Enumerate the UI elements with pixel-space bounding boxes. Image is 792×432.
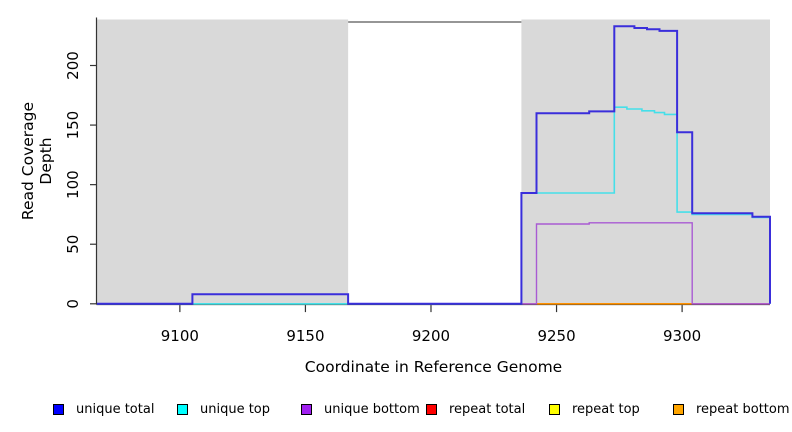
series-unique-bottom: [97, 222, 770, 305]
y-tick-label: 100: [64, 170, 82, 199]
legend-item-unique-top: unique top: [177, 400, 270, 418]
legend-item-repeat-total: repeat total: [426, 400, 525, 418]
x-tick-label: 9150: [286, 327, 324, 345]
series-unique-total: [97, 25, 771, 305]
legend: unique total unique top unique bottom re…: [0, 400, 792, 420]
x-tick-label: 9250: [537, 327, 575, 345]
x-tick-label: 9100: [161, 327, 199, 345]
repeat-top-swatch: [549, 403, 560, 415]
y-tick-label: 0: [64, 299, 82, 309]
y-axis-label: Read Coverage Depth: [19, 101, 55, 221]
legend-label: repeat top: [572, 401, 640, 417]
repeat-total-swatch: [426, 403, 437, 415]
y-tick-label: 50: [64, 235, 82, 254]
unique-top-swatch: [177, 403, 188, 415]
x-tick-label: 9200: [412, 327, 450, 345]
y-tick-label: 150: [64, 111, 82, 140]
shaded-region: [521, 19, 770, 304]
unique-total-swatch: [53, 403, 64, 415]
unique-bottom-swatch: [301, 403, 312, 415]
y-tick-label: 200: [64, 51, 82, 80]
legend-item-unique-bottom: unique bottom: [301, 400, 420, 418]
legend-label: unique total: [76, 401, 155, 417]
x-axis-label: Coordinate in Reference Genome: [304, 358, 563, 376]
legend-label: repeat bottom: [696, 401, 790, 417]
legend-label: repeat total: [449, 401, 526, 417]
legend-label: unique bottom: [324, 401, 420, 417]
legend-item-unique-total: unique total: [53, 400, 154, 418]
legend-label: unique top: [200, 401, 271, 417]
x-tick-label: 9300: [663, 327, 701, 345]
legend-item-repeat-top: repeat top: [549, 400, 640, 418]
legend-item-repeat-bottom: repeat bottom: [673, 400, 790, 418]
series-unique-top: [97, 106, 771, 305]
shaded-region: [97, 19, 349, 304]
repeat-bottom-swatch: [673, 403, 684, 415]
